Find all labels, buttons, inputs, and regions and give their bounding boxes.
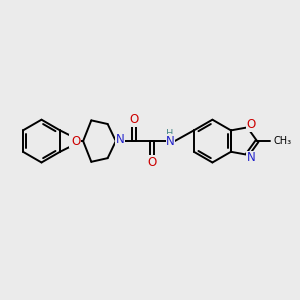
Text: CH₃: CH₃ [273, 136, 291, 146]
Text: O: O [71, 135, 80, 148]
Text: N: N [116, 133, 124, 146]
Text: O: O [130, 113, 139, 126]
Text: N: N [247, 151, 256, 164]
Text: O: O [148, 156, 157, 169]
Text: O: O [247, 118, 256, 131]
Text: O: O [70, 135, 79, 148]
Text: H: H [166, 129, 174, 139]
Text: N: N [166, 135, 175, 148]
